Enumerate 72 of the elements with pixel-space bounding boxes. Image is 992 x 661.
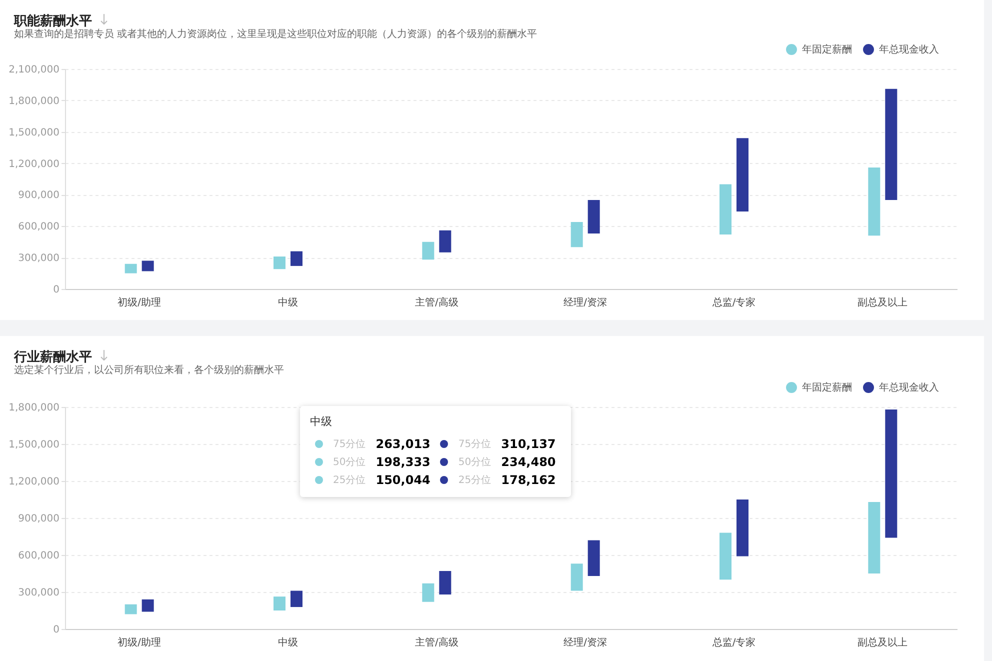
bar: [570, 564, 583, 591]
bar: [588, 200, 600, 234]
x-tick-label: 副总及以上: [858, 636, 908, 648]
bar: [422, 583, 434, 602]
legend-label: 年固定薪酬: [802, 44, 852, 56]
annotation: 75分位: [457, 438, 492, 452]
y-tick-label: 1,500,000: [8, 127, 60, 138]
y-tick-label: 1,800,000: [8, 96, 60, 107]
legend-label: 年总现金收入: [879, 382, 939, 394]
annotation: 25分位: [457, 474, 492, 488]
y-tick-label: 600,000: [18, 550, 60, 562]
y-tick-label: 0: [53, 624, 60, 636]
bar: [274, 256, 286, 270]
y-tick-label: 1,200,000: [8, 158, 60, 170]
bar: [124, 604, 137, 614]
x-tick-label: 总监/专家: [711, 296, 756, 308]
y-tick-label: 1,800,000: [8, 402, 60, 414]
annotation: 50分位: [332, 456, 367, 470]
annotation: 150,044: [374, 472, 432, 489]
annotation: 25分位: [332, 474, 367, 488]
bar: [720, 532, 732, 580]
bar: [290, 590, 302, 608]
annotation: 198,333: [374, 454, 432, 471]
annotation: 50分位: [457, 456, 492, 470]
bar: [142, 260, 154, 272]
x-tick-label: 经理/资深: [564, 296, 608, 308]
annotation: 中级: [310, 414, 333, 429]
x-tick-label: 主管/高级: [414, 636, 458, 648]
x-tick-label: 初级/助理: [118, 296, 162, 308]
chart-subtitle: 选定某个行业后，以公司所有职位来看，各个级别的薪酬水平: [14, 365, 284, 377]
y-tick-label: 1,200,000: [8, 476, 60, 488]
bar: [274, 596, 286, 610]
bar: [736, 500, 748, 556]
annotation: 310,137: [500, 436, 557, 453]
x-tick-label: 初级/助理: [118, 636, 162, 648]
y-tick-label: 900,000: [18, 514, 60, 524]
bar: [290, 251, 302, 266]
y-tick-label: 600,000: [18, 222, 60, 233]
bar: [720, 184, 732, 235]
bar: [868, 167, 880, 236]
bar: [736, 138, 748, 212]
bar: [885, 88, 898, 200]
x-tick-label: 中级: [278, 636, 298, 648]
x-tick-label: 总监/专家: [711, 636, 756, 648]
x-tick-label: 主管/高级: [414, 296, 458, 308]
bar: [124, 264, 137, 274]
y-tick-label: 0: [53, 284, 60, 296]
bar: [422, 242, 434, 260]
bar: [439, 571, 452, 594]
y-tick-label: 300,000: [18, 253, 60, 264]
chart-subtitle: 如果查询的是招聘专员 或者其他的人力资源岗位，这里呈现是这些职位对应的职能（人力资源）的各个级别的薪酬水平: [14, 29, 538, 41]
annotation: 75分位: [332, 438, 367, 452]
bar: [142, 599, 154, 612]
chart-title: 行业薪酬水平: [14, 349, 93, 365]
bar: [885, 409, 898, 538]
annotation: 178,162: [500, 472, 557, 489]
x-tick-label: 经理/资深: [564, 636, 608, 648]
annotation: 234,480: [500, 454, 557, 471]
x-tick-label: 副总及以上: [858, 296, 908, 308]
legend-label: 年固定薪酬: [802, 382, 852, 394]
y-tick-label: 900,000: [18, 190, 60, 202]
legend-label: 年总现金收入: [879, 44, 939, 56]
bar: [868, 502, 880, 574]
chart-title: 职能薪酬水平: [14, 13, 92, 29]
y-tick-label: 2,100,000: [8, 64, 60, 76]
y-tick-label: 300,000: [18, 588, 60, 598]
bar: [439, 230, 452, 252]
annotation: 263,013: [374, 436, 432, 453]
bar: [588, 540, 600, 576]
y-tick-label: 1,500,000: [8, 440, 60, 450]
x-tick-label: 中级: [278, 296, 298, 308]
bar: [570, 222, 583, 248]
